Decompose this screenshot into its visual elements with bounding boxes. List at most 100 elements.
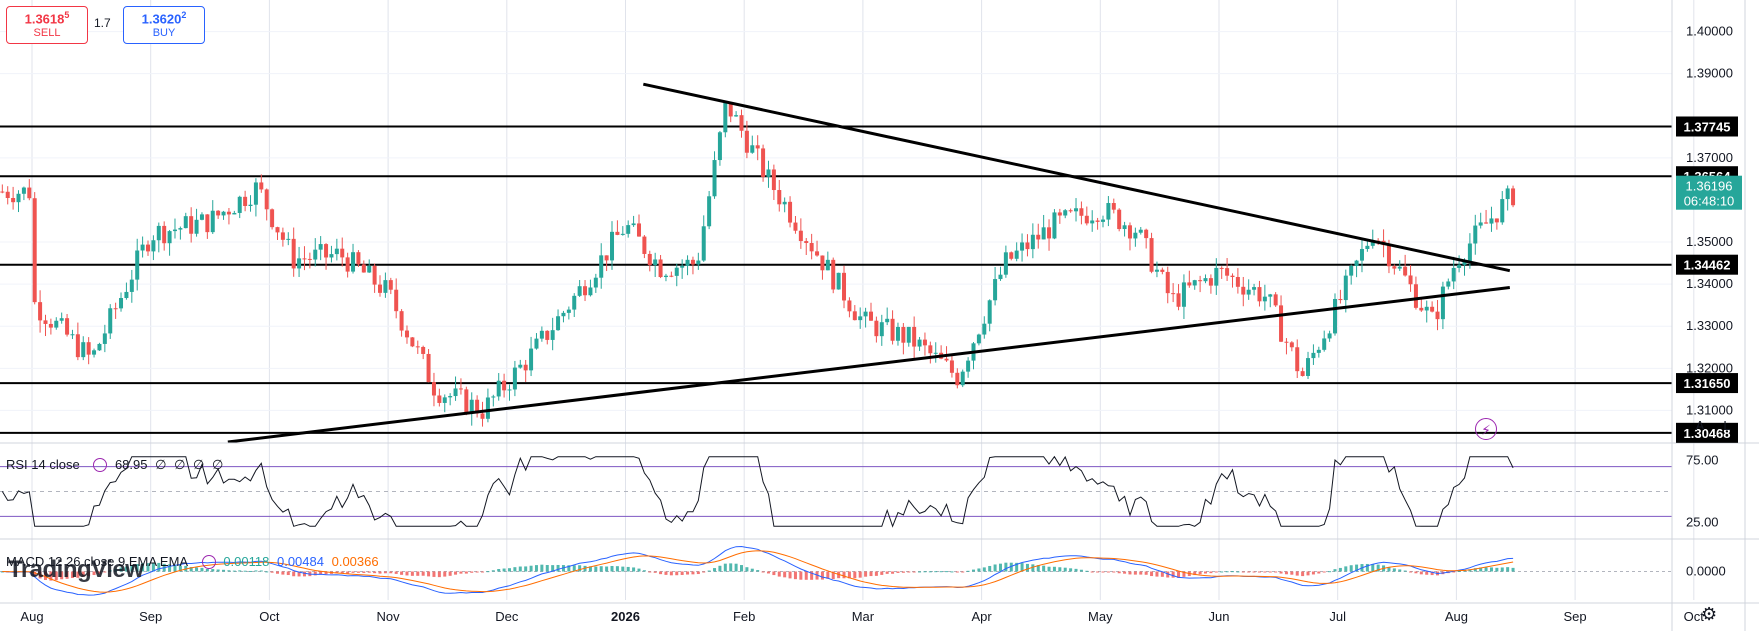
rsi-legend[interactable]: RSI 14 close 68.95 ∅ ∅ ∅ ∅ [6, 457, 227, 473]
macd-histogram-bar [1457, 570, 1461, 572]
macd-histogram-bar [961, 571, 965, 573]
candle-body [647, 253, 652, 266]
macd-histogram-bar [135, 564, 139, 572]
candle-body [1478, 222, 1483, 226]
candle-body [885, 318, 890, 323]
candle-body [162, 225, 167, 244]
x-tick-label: Nov [377, 609, 401, 624]
macd-histogram-bar [1500, 567, 1504, 572]
candle-body [464, 389, 469, 414]
macd-histogram-bar [1052, 566, 1056, 572]
x-tick-label: Jun [1209, 609, 1230, 624]
candle-body [1041, 227, 1046, 240]
macd-histogram-bar [1047, 566, 1051, 572]
macd-histogram-bar [626, 566, 630, 572]
candle-body [356, 252, 361, 265]
candle-body [205, 214, 210, 233]
macd-histogram-bar [1004, 562, 1008, 572]
macd-histogram-bar [610, 565, 614, 572]
gear-icon[interactable]: ⚙ [1701, 604, 1718, 624]
lightning-icon[interactable]: ⚡ [1475, 418, 1497, 440]
macd-histogram-bar [1020, 563, 1024, 572]
x-tick-label: Aug [1445, 609, 1468, 624]
level-price-tag [1676, 254, 1738, 275]
candle-body [226, 211, 231, 215]
candle-body [922, 339, 927, 346]
candle-body [237, 196, 242, 213]
macd-histogram-bar [405, 571, 409, 576]
buy-button[interactable]: 1.36202 BUY [123, 6, 205, 44]
candle-body [313, 249, 318, 260]
candle-body [556, 316, 561, 331]
level-price-tag [1676, 373, 1738, 394]
macd-histogram-bar [410, 571, 414, 576]
candle-body [550, 330, 555, 340]
candle-body [329, 254, 334, 258]
candle-body [216, 210, 221, 216]
candle-body [194, 219, 199, 234]
rsi-value: 68.95 [114, 457, 148, 472]
candle-body [108, 308, 113, 334]
candle-body [1273, 294, 1278, 306]
candle-body [788, 201, 793, 223]
indicator-settings-icon[interactable] [201, 555, 216, 569]
macd-histogram-bar [1284, 571, 1288, 575]
last-price-label: 1.36196 [1686, 179, 1733, 194]
candle-body [610, 231, 615, 261]
candle-body [43, 320, 48, 324]
candle-body [1467, 243, 1472, 262]
candle-body [1424, 306, 1429, 311]
macd-histogram-bar [362, 571, 366, 573]
candle-body [1025, 242, 1030, 250]
macd-histogram-bar [1101, 571, 1105, 573]
macd-histogram-bar [146, 563, 150, 572]
candle-body [1370, 240, 1375, 246]
macd-histogram-bar [599, 566, 603, 572]
macd-histogram-bar [65, 571, 69, 579]
candle-body [1252, 287, 1257, 290]
macd-histogram-bar [864, 571, 868, 577]
rsi-extra-4: ∅ [211, 457, 224, 472]
candle-body [1165, 271, 1170, 294]
candle-body [1171, 293, 1176, 295]
macd-histogram-bar [1257, 571, 1261, 573]
log-scale-button[interactable]: L [1723, 418, 1731, 433]
macd-histogram-bar [1506, 567, 1510, 572]
candle-body [1311, 352, 1316, 359]
trendline [642, 82, 1511, 273]
candle-body [1036, 234, 1041, 240]
candle-body [124, 291, 129, 299]
tradingview-logo: TradingView [8, 556, 144, 583]
macd-histogram-bar [119, 567, 123, 572]
macd-histogram-bar [1074, 568, 1078, 572]
candle-body [183, 216, 188, 229]
macd-histogram-bar [1214, 571, 1218, 573]
candle-body [831, 259, 836, 290]
macd-histogram-bar [810, 571, 814, 580]
rsi-extra-2: ∅ [174, 457, 186, 472]
macd-histogram-bar [1409, 571, 1413, 573]
candle-body [167, 231, 172, 244]
macd-histogram-bar [1182, 571, 1186, 577]
rsi-tick-label: 75.00 [1686, 452, 1719, 467]
macd-histogram-bar [259, 570, 263, 572]
sell-button[interactable]: 1.36185 SELL [6, 6, 88, 44]
candle-body [458, 388, 463, 390]
candle-body [421, 346, 426, 354]
auto-scale-button[interactable]: A [1695, 418, 1705, 433]
candle-body [766, 169, 771, 177]
macd-histogram-bar [281, 571, 285, 575]
candle-body [717, 132, 722, 161]
macd-histogram-bar [1031, 564, 1035, 572]
candle-body [302, 258, 307, 260]
candle-body [491, 396, 496, 398]
candle-body [1300, 371, 1305, 376]
indicator-settings-icon[interactable] [93, 458, 108, 472]
macd-legend[interactable]: MACD 12 26 close 9 EMA EMA 0.00118 0.004… [6, 554, 383, 569]
macd-histogram-bar [713, 568, 717, 572]
candle-body [539, 330, 544, 339]
candle-body [901, 326, 906, 343]
countdown-label: 06:48:10 [1684, 194, 1735, 209]
